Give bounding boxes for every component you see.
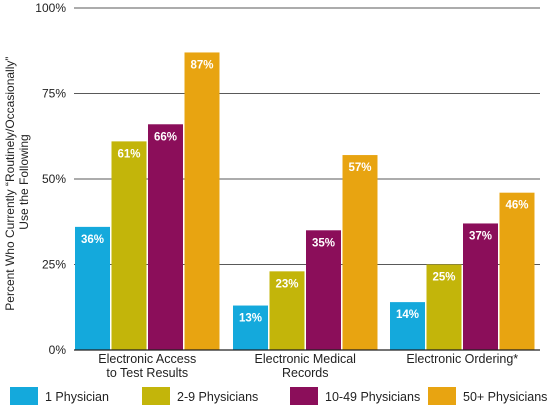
bar-value-label: 23% (275, 278, 298, 290)
bar-value-label: 66% (154, 131, 177, 143)
legend: 1 Physician 2-9 Physicians 10-49 Physician… (10, 387, 547, 405)
bar (75, 226, 110, 350)
legend-swatch (10, 387, 38, 405)
y-tick-label: 25% (42, 258, 66, 272)
bar (342, 155, 378, 350)
x-axis-category-labels: Electronic Access to Test ResultsElectron… (98, 352, 518, 380)
bar (233, 305, 268, 350)
bar (306, 230, 341, 350)
bar-value-label: 25% (432, 272, 455, 284)
x-category-label-line: Records (282, 366, 329, 380)
bar (184, 52, 220, 351)
x-category-label-line: Electronic Medical (255, 352, 356, 366)
bar-value-label: 46% (505, 200, 528, 212)
legend-label: 10-49 Physicians (325, 390, 420, 404)
x-category-label: Electronic Ordering* (406, 352, 518, 366)
bar (463, 223, 498, 350)
y-tick-label: 100% (35, 1, 66, 15)
bar-value-label: 87% (190, 59, 213, 71)
y-tick-label: 75% (42, 87, 66, 101)
x-category-label-line: Electronic Ordering* (406, 352, 518, 366)
y-tick-label: 50% (42, 172, 66, 186)
y-axis-title: Percent Who Currently “Routinely/Occasio… (3, 53, 31, 310)
bar-value-label: 61% (117, 148, 140, 160)
bar-value-label: 37% (469, 230, 492, 242)
bars: 36% 61% 66% 87% 13% 23% 35% 57% 14% 25% 37% 46% (75, 52, 535, 351)
legend-label: 1 Physician (45, 390, 109, 404)
bar-value-label: 14% (396, 309, 419, 321)
x-category-label-line: Electronic Access (98, 352, 196, 366)
bar (426, 264, 462, 350)
y-axis-title-line-2: Use the Following (17, 134, 31, 229)
legend-swatch (290, 387, 318, 405)
bar (148, 124, 183, 350)
legend-label: 2-9 Physicians (177, 390, 258, 404)
legend-label: 50+ Physicians (463, 390, 547, 404)
bar (390, 302, 425, 350)
x-category-label-line: to Test Results (106, 366, 188, 380)
x-category-label: Electronic Access to Test Results (98, 352, 196, 380)
y-tick-label: 0% (49, 343, 67, 357)
bar-value-label: 13% (239, 313, 262, 325)
legend-swatch (428, 387, 456, 405)
bar-value-label: 57% (348, 162, 371, 174)
y-axis-title-line-1: Percent Who Currently “Routinely/Occasio… (3, 57, 17, 311)
y-axis-tick-labels: 0% 25% 50% 75% 100% (35, 1, 66, 357)
bar (269, 271, 305, 350)
bar (499, 192, 535, 350)
bar-value-label: 35% (312, 237, 335, 249)
x-category-label: Electronic Medical Records (255, 352, 356, 380)
bar-value-label: 36% (81, 234, 104, 246)
bar (111, 141, 147, 350)
legend-swatch (142, 387, 170, 405)
